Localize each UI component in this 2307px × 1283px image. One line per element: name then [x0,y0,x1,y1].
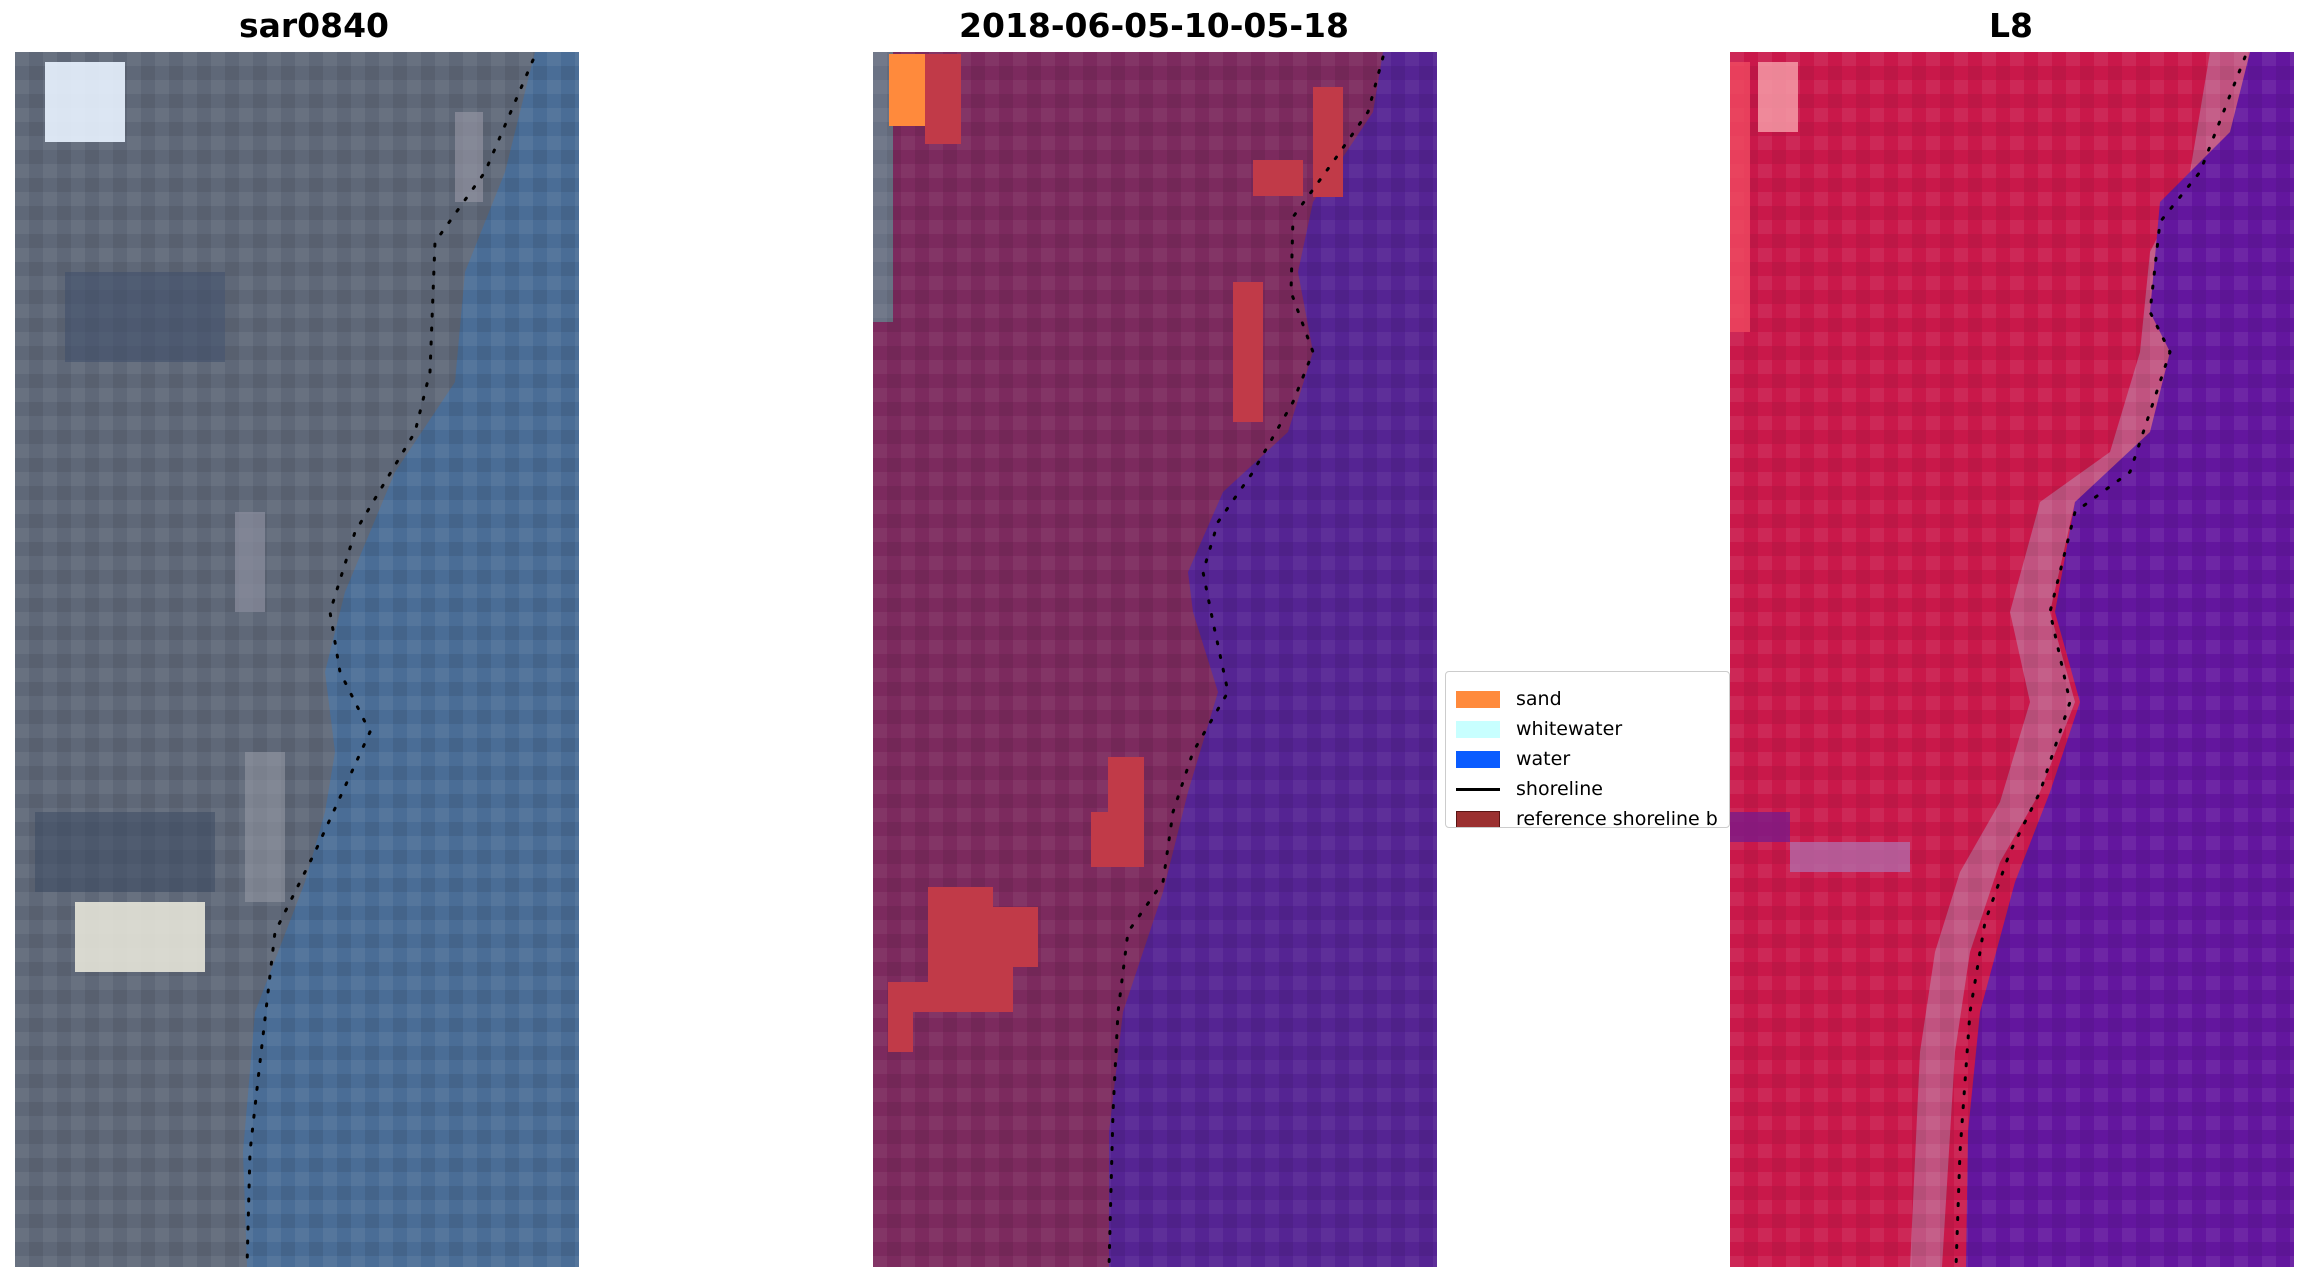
panel-title-index: L8 [1989,6,2033,45]
legend-item-water: water [1456,747,1570,771]
legend-label: shoreline [1516,778,1603,800]
legend-label: water [1516,748,1571,770]
classified-sand-blob [888,887,1038,1052]
legend: sand whitewater water shoreline referenc… [1445,671,1730,828]
shoreline-line-swatch [1456,787,1500,791]
classified-shoreline [1107,55,1385,1267]
water-swatch [1456,750,1500,768]
legend-item-shoreline: shoreline [1456,777,1603,801]
panel-title-rgb: sar0840 [238,6,390,45]
sand-swatch [1456,690,1500,708]
reference-shoreline-swatch [1456,810,1500,827]
sand-patch [889,54,925,126]
rgb-bright-roof [75,902,205,972]
legend-item-whitewater: whitewater [1456,717,1622,741]
panel-title-classified: 2018-06-05-10-05-18 [959,6,1349,45]
rgb-cloud-patch [45,62,125,142]
index-image-panel [1730,52,2294,1267]
legend-label: reference shoreline b [1516,808,1718,828]
classified-image-panel [873,52,1437,1267]
rgb-image-panel [15,52,579,1267]
whitewater-swatch [1456,720,1500,738]
legend-item-reference-shoreline: reference shoreline b [1456,807,1718,828]
legend-label: whitewater [1516,718,1623,740]
legend-label: sand [1516,688,1562,710]
index-shoreline [1954,55,2247,1267]
rgb-shoreline [245,58,535,1267]
legend-item-sand: sand [1456,687,1562,711]
